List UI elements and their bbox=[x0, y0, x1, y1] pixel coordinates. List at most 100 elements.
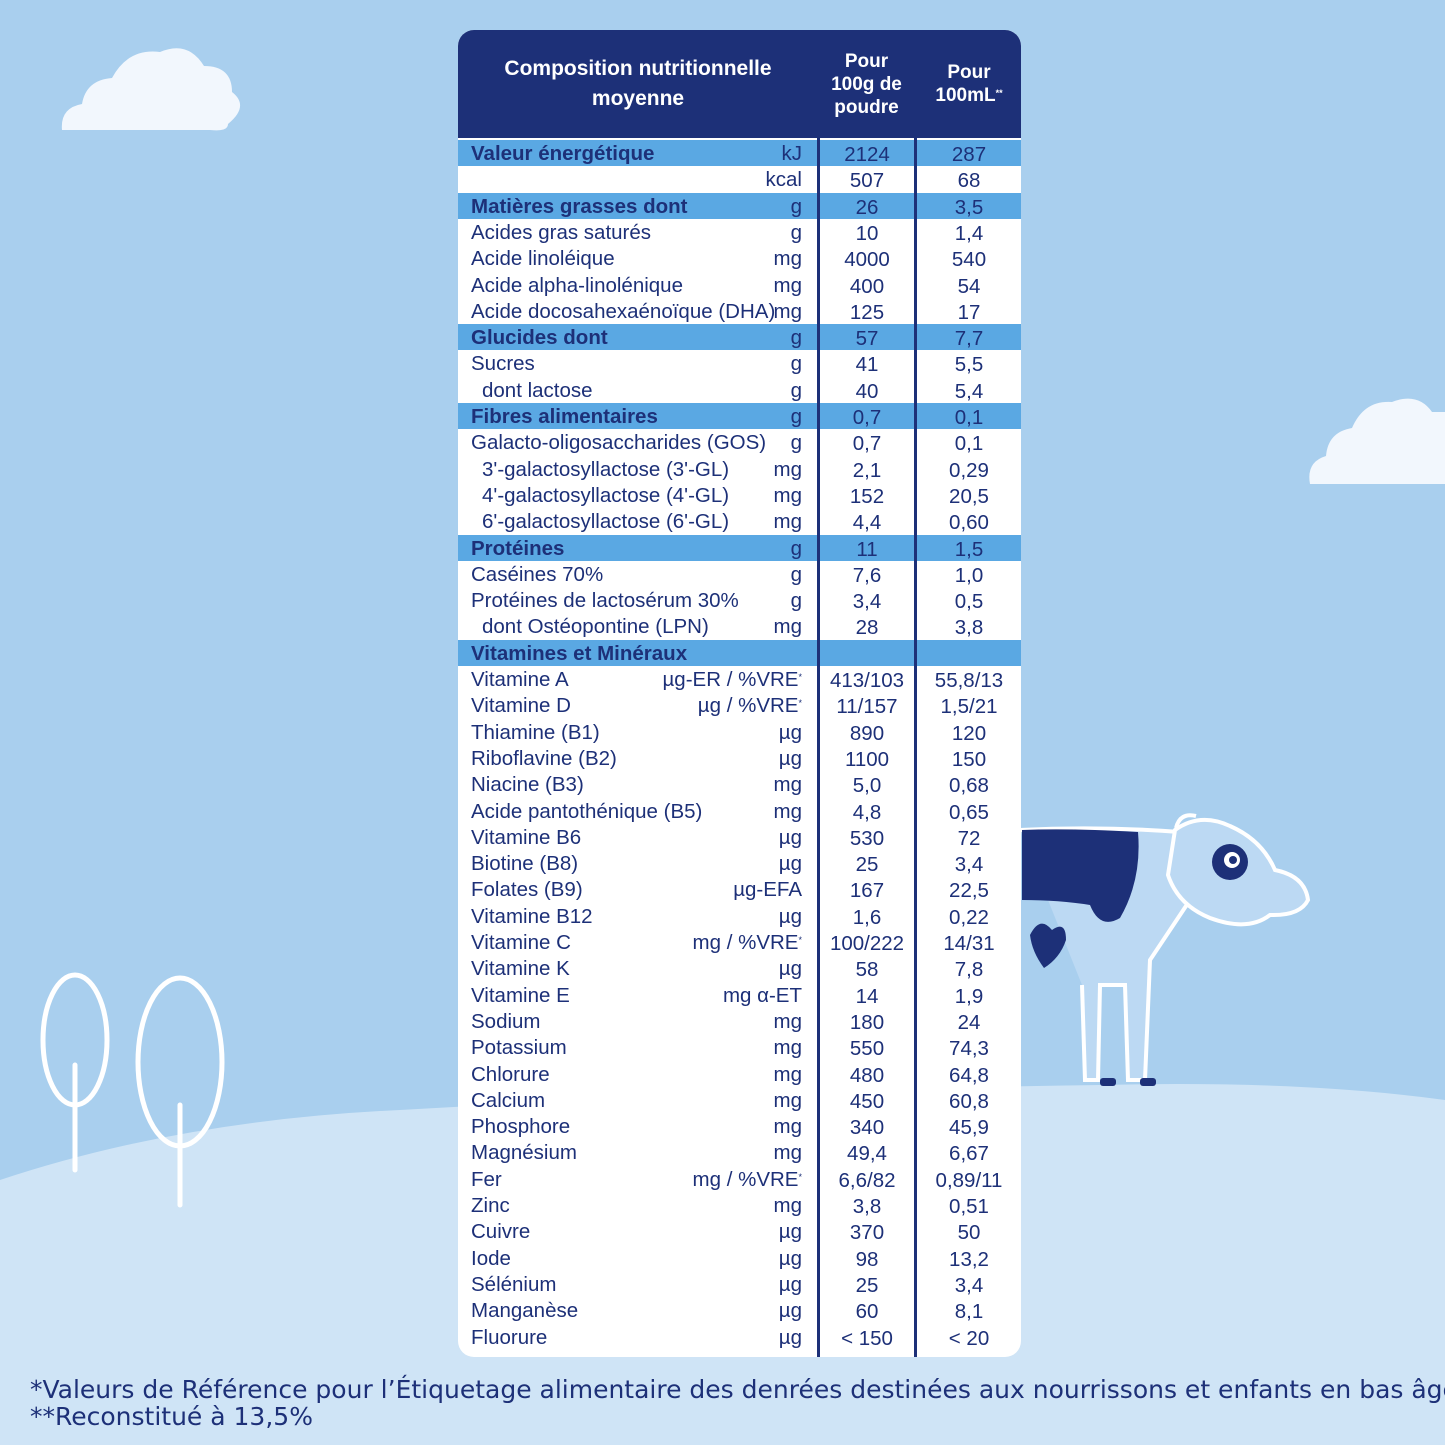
footnote-mark: * bbox=[798, 1171, 802, 1182]
table-row: Acide docosahexaénoïque (DHA) mg 125 17 bbox=[458, 298, 1021, 324]
value-per-100ml: 0,1 bbox=[954, 406, 984, 429]
value-per-100g: 26 bbox=[855, 195, 879, 219]
nutrient-unit: g bbox=[790, 562, 802, 586]
value-per-100ml: 0,89/11 bbox=[935, 1168, 1003, 1192]
table-section-row: Valeur énergétique kJ 2124 287 bbox=[458, 140, 1021, 167]
nutrient-unit: g bbox=[790, 194, 802, 218]
table-row: Iode µg 98 13,2 bbox=[458, 1245, 1021, 1271]
nutrient-unit: mg bbox=[773, 1036, 802, 1060]
value-per-100g: 890 bbox=[849, 721, 885, 745]
nutrient-name: Riboflavine (B2) bbox=[471, 746, 617, 770]
table-row: Potassium mg 550 74,3 bbox=[458, 1034, 1021, 1060]
nutrient-unit: mg bbox=[773, 299, 802, 323]
nutrient-name: Vitamine B6 bbox=[471, 825, 582, 849]
table-section-row: Glucides dont g 57 7,7 bbox=[458, 324, 1021, 351]
value-per-100ml: 287 bbox=[951, 143, 987, 166]
value-per-100g: 550 bbox=[849, 1037, 885, 1061]
nutrient-unit: g bbox=[790, 220, 802, 244]
value-per-100g: 0,7 bbox=[852, 432, 882, 456]
nutrient-unit: µg bbox=[778, 957, 802, 981]
nutrient-name: Thiamine (B1) bbox=[471, 720, 600, 744]
nutrient-unit: µg bbox=[778, 825, 802, 849]
table-row: Acide alpha-linolénique mg 400 54 bbox=[458, 272, 1021, 298]
nutrient-unit: µg bbox=[778, 1299, 802, 1323]
value-per-100ml: 22,5 bbox=[949, 879, 989, 903]
nutrient-name: Vitamine A bbox=[471, 668, 569, 691]
value-per-100ml: 3,4 bbox=[954, 1273, 984, 1297]
value-per-100ml: 5,4 bbox=[954, 379, 984, 403]
nutrient-unit: kcal bbox=[765, 168, 802, 192]
nutrient-name: Vitamine K bbox=[471, 957, 570, 981]
nutrient-name: Biotine (B8) bbox=[471, 852, 579, 876]
nutrient-unit: µg-ER / %VRE* bbox=[662, 668, 803, 691]
table-row: 3'-galactosyllactose (3'-GL) mg 2,1 0,29 bbox=[458, 456, 1021, 482]
nutrient-unit: mg bbox=[773, 1062, 802, 1086]
nutrient-unit: µg bbox=[778, 1272, 802, 1296]
value-per-100g: 413/103 bbox=[829, 669, 905, 692]
value-per-100ml: 17 bbox=[957, 300, 981, 324]
header-per-100g-label: Pour 100g de poudre bbox=[831, 50, 902, 118]
tree-icon bbox=[135, 975, 225, 1208]
nutrient-name: Acides gras saturés bbox=[471, 220, 652, 244]
nutrient-name: Galacto-oligosaccharides (GOS) bbox=[471, 431, 767, 455]
value-per-100ml: 120 bbox=[951, 721, 987, 745]
nutrient-unit: g bbox=[790, 589, 802, 613]
cloud-icon bbox=[61, 48, 241, 131]
nutrient-unit: mg bbox=[773, 1009, 802, 1033]
value-per-100g: 10 bbox=[855, 221, 879, 245]
nutrient-name: Vitamine E bbox=[471, 983, 570, 1007]
nutrient-name: Matières grasses dont bbox=[471, 194, 688, 218]
value-per-100ml: 1,4 bbox=[954, 221, 984, 245]
nutrient-unit: mg bbox=[773, 1141, 802, 1165]
value-per-100g: 180 bbox=[849, 1010, 885, 1034]
value-per-100g: 0,7 bbox=[852, 406, 882, 429]
value-per-100ml: 0,22 bbox=[949, 905, 989, 929]
table-row: Fer mg / %VRE* 6,6/82 0,89/11 bbox=[458, 1166, 1021, 1192]
value-per-100g: 152 bbox=[849, 484, 885, 508]
value-per-100g: 4,8 bbox=[852, 800, 882, 824]
value-per-100ml: 0,68 bbox=[949, 774, 989, 798]
value-per-100ml: 14/31 bbox=[943, 932, 995, 955]
value-per-100g: 25 bbox=[855, 1273, 879, 1297]
nutrient-name: dont lactose bbox=[482, 378, 593, 402]
table-row: Sucres g 41 5,5 bbox=[458, 350, 1021, 376]
table-row: Fluorure µg < 150 < 20 bbox=[458, 1324, 1021, 1350]
value-per-100ml: 50 bbox=[957, 1221, 981, 1245]
value-per-100ml: 1,0 bbox=[954, 563, 984, 587]
value-per-100ml: 0,29 bbox=[949, 458, 989, 482]
value-per-100ml: 1,9 bbox=[954, 984, 984, 1008]
nutrient-name: Acide docosahexaénoïque (DHA) bbox=[471, 299, 776, 323]
nutrient-unit: g bbox=[790, 536, 802, 560]
value-per-100ml: 54 bbox=[957, 274, 981, 298]
nutrient-unit: µg / %VRE* bbox=[697, 694, 802, 718]
value-per-100g: 4000 bbox=[844, 248, 890, 272]
nutrient-name: Sodium bbox=[471, 1009, 541, 1033]
table-row: Vitamine D µg / %VRE* 11/157 1,5/21 bbox=[458, 692, 1021, 718]
value-per-100ml: < 20 bbox=[948, 1326, 990, 1350]
value-per-100g: 340 bbox=[849, 1116, 885, 1140]
value-per-100g: 58 bbox=[855, 958, 879, 982]
value-per-100g: 4,4 bbox=[852, 511, 882, 535]
value-per-100ml: 3,4 bbox=[954, 853, 984, 877]
table-row: Magnésium mg 49,4 6,67 bbox=[458, 1139, 1021, 1165]
column-divider bbox=[817, 138, 820, 1357]
nutrient-name: Glucides dont bbox=[471, 326, 608, 350]
nutrient-name: Potassium bbox=[471, 1036, 567, 1060]
table-row: Vitamine A µg-ER / %VRE* 413/103 55,8/13 bbox=[458, 666, 1021, 692]
value-per-100g: 28 bbox=[855, 616, 879, 640]
nutrient-unit: mg bbox=[773, 457, 802, 481]
value-per-100ml: 20,5 bbox=[949, 484, 989, 508]
table-row: Folates (B9) µg-EFA 167 22,5 bbox=[458, 876, 1021, 902]
footnote-line-1: *Valeurs de Référence pour l’Étiquetage … bbox=[30, 1375, 1445, 1404]
value-per-100g: 98 bbox=[855, 1247, 879, 1271]
value-per-100ml: 5,5 bbox=[954, 353, 984, 377]
table-row: Thiamine (B1) µg 890 120 bbox=[458, 719, 1021, 745]
nutrient-name: Acide linoléique bbox=[471, 247, 615, 271]
nutrient-name: Protéines bbox=[471, 536, 565, 560]
cow-icon bbox=[1019, 813, 1311, 1086]
table-row: Vitamine E mg α-ET 14 1,9 bbox=[458, 982, 1021, 1008]
table-row: Vitamine K µg 58 7,8 bbox=[458, 955, 1021, 981]
value-per-100g: 3,8 bbox=[852, 1195, 882, 1218]
value-per-100g: 40 bbox=[855, 379, 879, 403]
header-footnote-mark: ** bbox=[995, 88, 1003, 98]
